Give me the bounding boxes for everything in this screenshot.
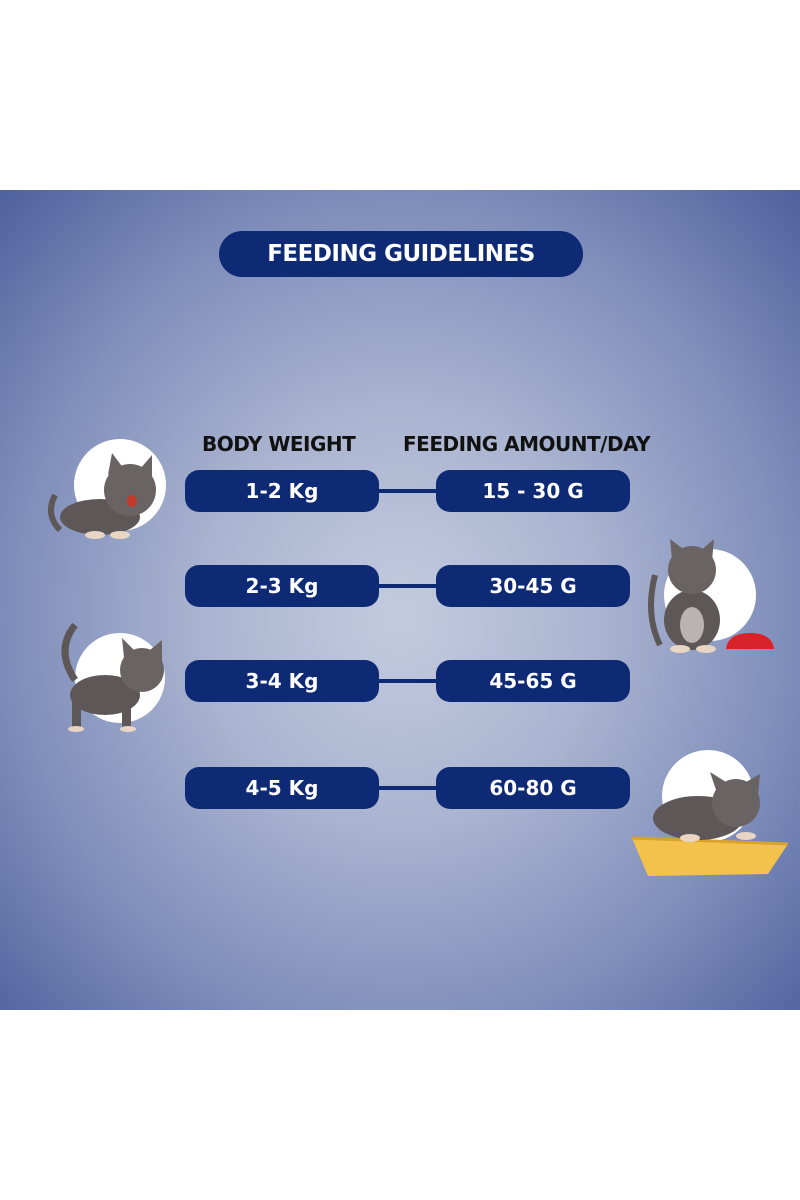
amount-pill: 30-45 G [436,565,630,607]
amount-pill: 45-65 G [436,660,630,702]
cat-illustration-on-cushion [631,750,789,876]
weight-pill: 3-4 Kg [185,660,379,702]
body-weight-header: BODY WEIGHT [202,432,356,456]
cat-illustration-walking [61,622,165,732]
connector-line [379,679,436,683]
feeding-amount-header: FEEDING AMOUNT/DAY [403,432,651,456]
weight-pill: 2-3 Kg [185,565,379,607]
connector-line [379,584,436,588]
amount-pill: 15 - 30 G [436,470,630,512]
amount-pill: 60-80 G [436,767,630,809]
cat-illustration-with-bowl [648,539,774,653]
weight-pill: 1-2 Kg [185,470,379,512]
page-title: FEEDING GUIDELINES [219,231,583,277]
connector-line [379,786,436,790]
cat-illustration-yawning [48,439,166,539]
connector-line [379,489,436,493]
weight-pill: 4-5 Kg [185,767,379,809]
